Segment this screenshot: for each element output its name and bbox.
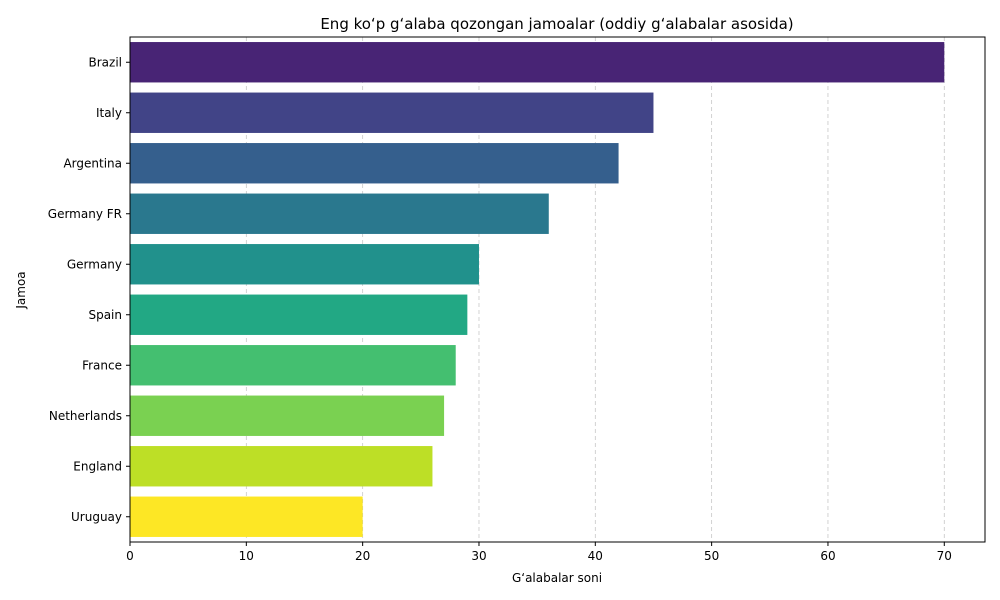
x-tick-label: 0 [126,549,134,563]
bar [130,42,945,83]
x-axis-label: Gʻalabalar soni [512,571,602,585]
y-tick-label: Germany FR [48,207,122,221]
x-tick-label: 70 [937,549,952,563]
bar [130,193,549,234]
bar [130,294,468,335]
y-axis-label: Jamoa [14,271,28,309]
y-tick-label: France [82,358,122,372]
bar [130,446,433,487]
bar [130,395,445,436]
bar [130,496,363,537]
y-tick-label: Argentina [63,156,122,170]
x-tick-label: 60 [820,549,835,563]
x-tick-label: 30 [471,549,486,563]
bar [130,244,479,285]
y-tick-label: Netherlands [49,409,122,423]
plot-frame [129,36,986,543]
y-tick-label: Brazil [89,55,123,69]
y-tick-label: England [73,459,122,473]
x-tick-label: 50 [704,549,719,563]
bar [130,143,619,184]
y-tick-label: Spain [88,308,122,322]
chart-title: Eng koʻp gʻalaba qozongan jamoalar (oddi… [320,15,793,33]
bars [130,42,945,537]
y-tick-label: Germany [67,257,122,271]
y-tick-label: Uruguay [71,510,122,524]
x-tick-label: 20 [355,549,370,563]
bar [130,92,654,133]
x-tick-label: 10 [239,549,254,563]
y-tick-label: Italy [96,106,122,120]
axes: Brazil Italy Argentina Germany FR Germany Spa… [48,36,986,563]
x-tick-label: 40 [588,549,603,563]
bar [130,345,456,386]
